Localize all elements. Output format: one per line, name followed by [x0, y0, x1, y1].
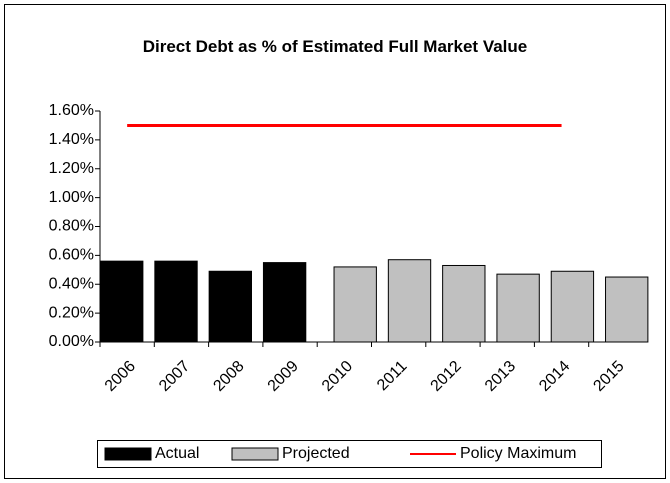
y-tick-label: 0.40%: [49, 275, 94, 292]
bar: [605, 276, 649, 343]
bar: [550, 270, 595, 343]
y-tick-label: 0.20%: [49, 304, 94, 321]
bar: [387, 259, 432, 343]
y-tick-label: 0.80%: [49, 218, 94, 235]
chart-title: Direct Debt as % of Estimated Full Marke…: [142, 37, 528, 56]
chart-border: [4, 4, 666, 479]
bar: [442, 264, 486, 343]
legend-swatch: [231, 447, 279, 461]
bar: [208, 270, 252, 343]
y-tick-label: 0.60%: [49, 247, 94, 264]
bar: [100, 260, 144, 343]
bar: [154, 260, 198, 343]
bar: [496, 273, 540, 343]
y-tick-label: 1.40%: [49, 131, 94, 148]
legend-box: [97, 440, 602, 468]
bar: [262, 262, 307, 343]
y-tick-label: 1.20%: [49, 160, 94, 177]
legend-label: Actual: [155, 445, 199, 462]
bar: [333, 266, 377, 343]
y-tick-label: 1.00%: [49, 189, 94, 206]
legend-swatch: [104, 447, 152, 461]
legend-label: Policy Maximum: [460, 445, 576, 462]
y-tick-label: 1.60%: [49, 102, 94, 119]
legend-label: Projected: [282, 445, 350, 462]
y-tick-label: 0.00%: [49, 333, 94, 350]
